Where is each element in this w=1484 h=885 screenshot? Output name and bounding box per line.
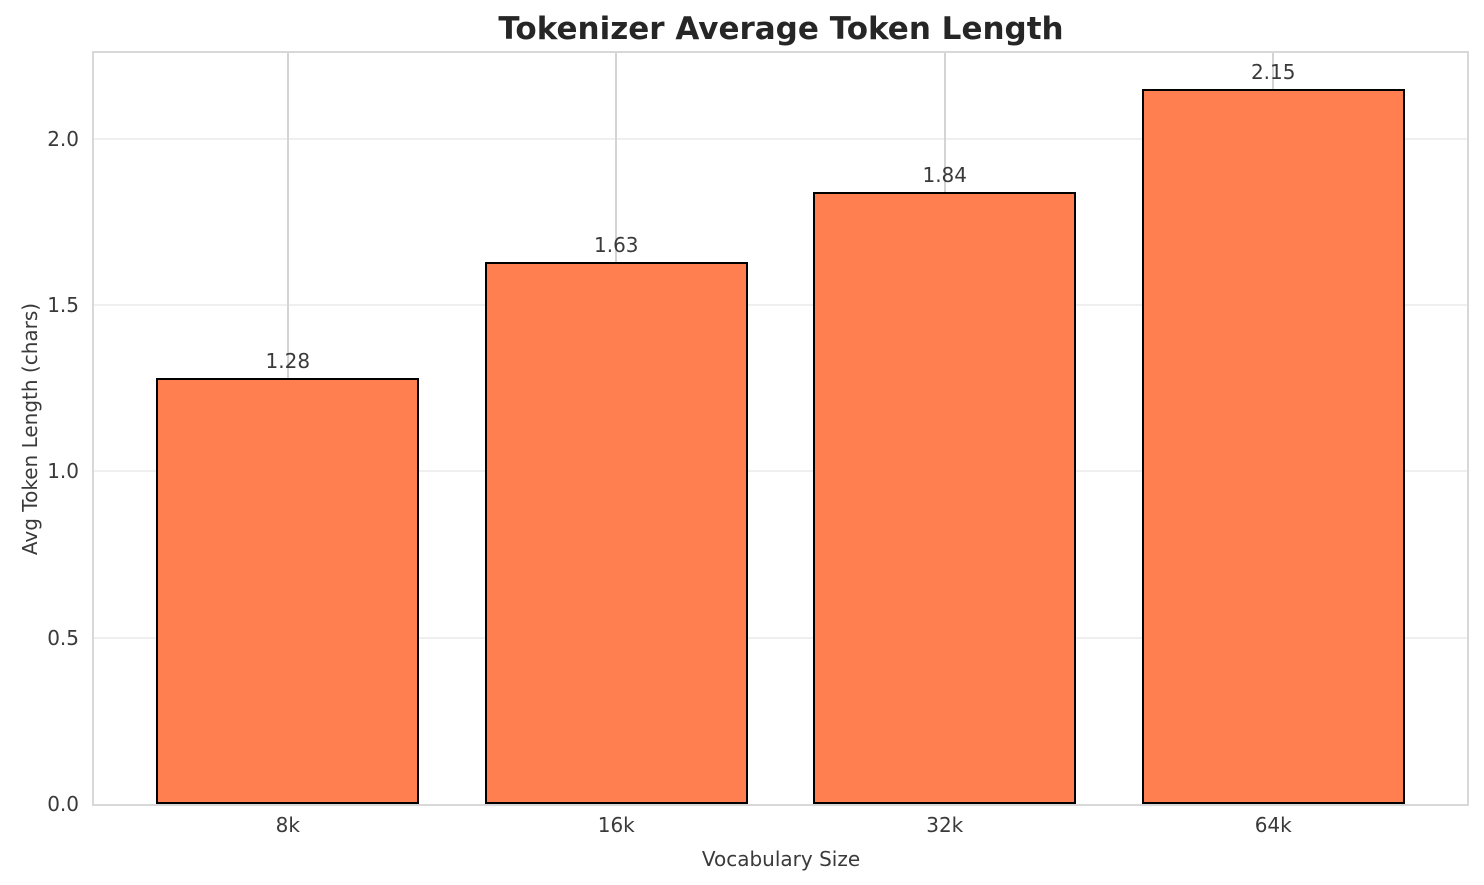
x-tick-label: 32k bbox=[926, 813, 964, 837]
x-axis-label: Vocabulary Size bbox=[701, 847, 861, 871]
bar bbox=[156, 378, 420, 804]
x-tick-label: 64k bbox=[1254, 813, 1292, 837]
bar bbox=[1141, 88, 1405, 804]
y-axis-label: Avg Token Length (chars) bbox=[18, 302, 42, 556]
bar bbox=[813, 191, 1077, 804]
bar-value-label: 1.63 bbox=[593, 232, 639, 257]
gridline-horizontal bbox=[94, 636, 1467, 639]
gridline-horizontal bbox=[94, 303, 1467, 306]
bar-value-label: 2.15 bbox=[1250, 59, 1296, 84]
x-tick-label: 8k bbox=[275, 813, 300, 837]
bar-value-label: 1.84 bbox=[922, 162, 967, 187]
chart-title: Tokenizer Average Token Length bbox=[498, 11, 1064, 47]
plot-area: 1.28 1.63 1.84 2.15 bbox=[92, 51, 1469, 806]
gridline-horizontal bbox=[94, 137, 1467, 140]
bar bbox=[484, 261, 748, 804]
y-tick-label: 0.5 bbox=[47, 625, 79, 650]
bar-value-label: 1.28 bbox=[265, 349, 311, 374]
y-tick-label: 0.0 bbox=[47, 792, 79, 816]
gridline-horizontal bbox=[94, 470, 1467, 473]
y-tick-label: 2.0 bbox=[47, 126, 79, 151]
x-tick-label: 16k bbox=[597, 813, 635, 837]
